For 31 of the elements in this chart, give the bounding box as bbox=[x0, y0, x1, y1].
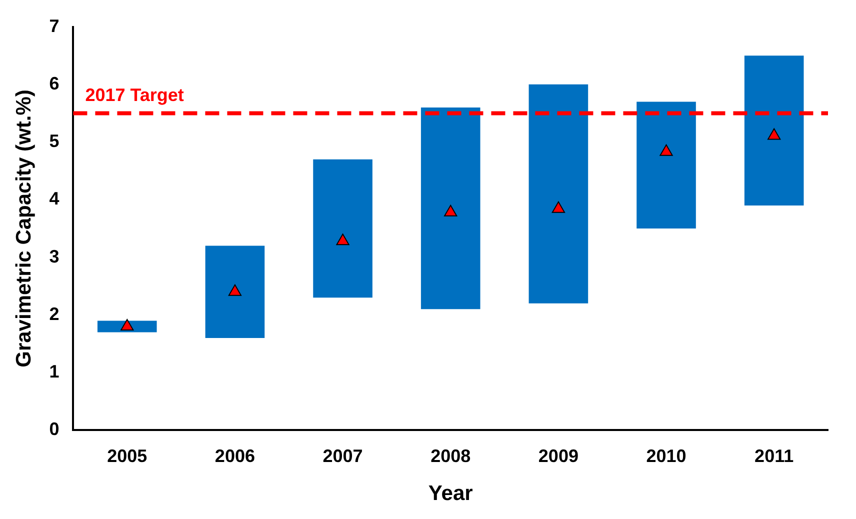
y-tick-label: 7 bbox=[49, 16, 60, 36]
x-tick-label: 2005 bbox=[107, 446, 148, 466]
point bbox=[660, 144, 673, 156]
y-tick-label: 4 bbox=[49, 188, 60, 209]
y-tick-label: 0 bbox=[49, 419, 60, 440]
y-axis-title: Gravimetric Capacity (wt.%) bbox=[12, 90, 36, 368]
y-tick-label: 5 bbox=[49, 131, 60, 152]
point bbox=[768, 128, 781, 140]
bar bbox=[205, 246, 265, 338]
x-tick-label: 2007 bbox=[322, 446, 363, 466]
point bbox=[120, 318, 134, 330]
bar bbox=[636, 102, 696, 228]
point bbox=[552, 201, 565, 213]
point bbox=[444, 204, 458, 216]
point bbox=[228, 284, 242, 296]
bar bbox=[744, 56, 804, 206]
x-tick-label: 2011 bbox=[754, 446, 794, 466]
bar bbox=[313, 159, 372, 298]
y-tick-label: 2 bbox=[49, 304, 60, 324]
point bbox=[336, 234, 350, 246]
bar bbox=[528, 84, 588, 304]
y-tick-label: 3 bbox=[49, 246, 60, 266]
x-tick-label: 2009 bbox=[538, 446, 578, 466]
bar bbox=[420, 107, 480, 310]
y-tick-label: 6 bbox=[49, 73, 60, 94]
y-tick-label: 1 bbox=[49, 362, 60, 382]
x-tick-label: 2006 bbox=[214, 446, 255, 466]
x-axis-title: Year bbox=[428, 482, 473, 506]
x-tick-label: 2008 bbox=[430, 446, 471, 466]
x-tick-label: 2010 bbox=[646, 446, 686, 466]
ref-line-label: 2017 Target bbox=[85, 85, 184, 106]
